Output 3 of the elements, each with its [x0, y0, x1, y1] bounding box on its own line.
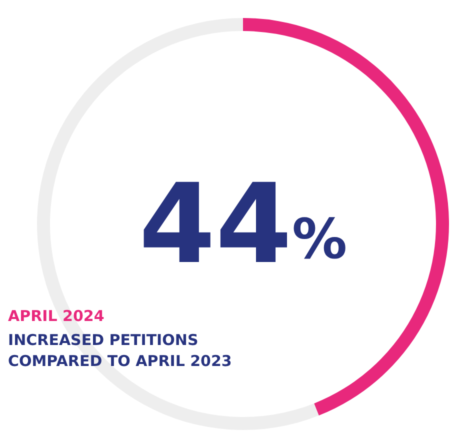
data-label: 44%: [138, 160, 348, 288]
text: INCREASED PETITIONS COMPARED TO APRIL 2023: [8, 330, 233, 372]
text: APRIL 2024: [8, 306, 106, 327]
